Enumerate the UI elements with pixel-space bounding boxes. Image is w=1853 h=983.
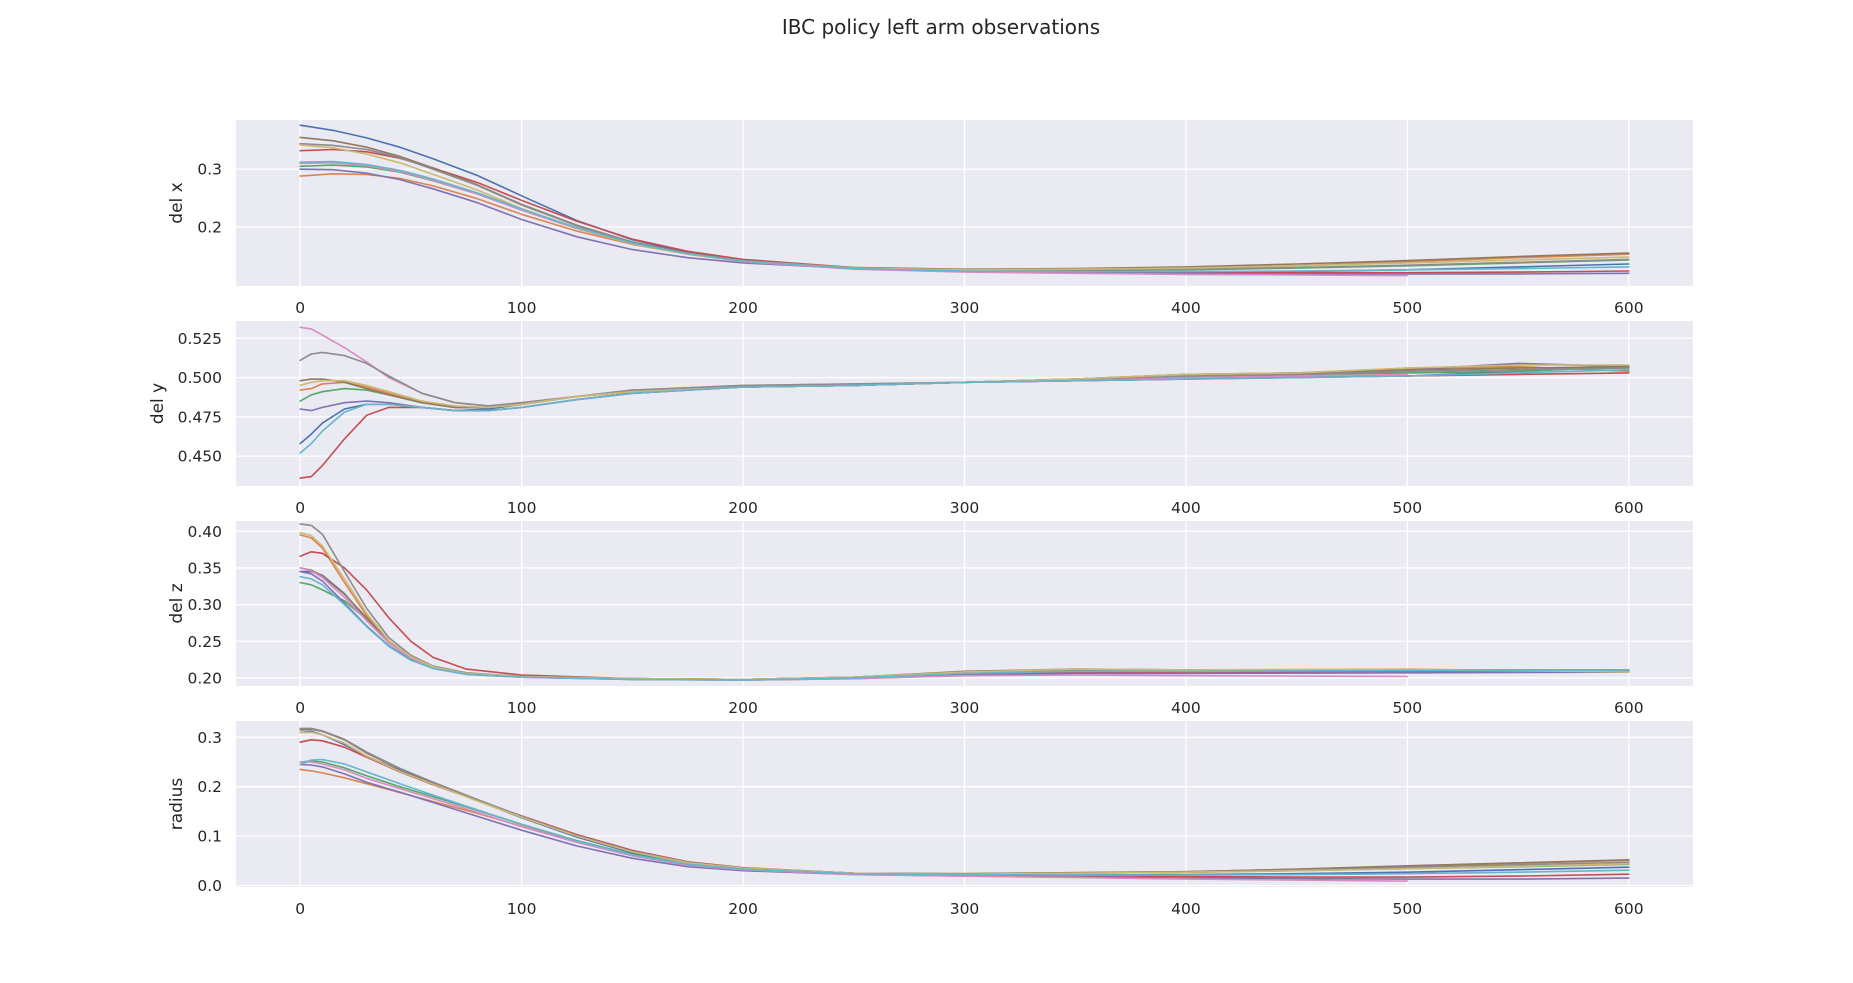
y-axis-label: del x	[167, 182, 187, 223]
y-tick-label: 0.3	[197, 729, 222, 747]
y-tick-label: 0.500	[178, 369, 222, 387]
series-line-9	[299, 364, 1630, 409]
subplot-4: 0 100 200 300 400 500 600 0.0 0.1 0.2 0.3 radius	[167, 721, 1693, 918]
subplot-2: 0 100 200 300 400 500 600 0.450 0.475 0.500 0.525 d…	[148, 321, 1693, 517]
y-tick-label: 0.525	[178, 330, 222, 348]
y-tick-label: 0.20	[187, 669, 222, 687]
x-tick-label: 0	[295, 699, 305, 717]
subplots: 0 100 200 300 400 500 600 0.2 0.3 del x 0 100 200 300…	[148, 120, 1693, 918]
series-line-4	[299, 739, 1630, 878]
series-line-5	[299, 763, 1630, 880]
y-tick-label: 0.2	[197, 778, 222, 796]
y-axis-label: del y	[148, 383, 168, 424]
series-line-5	[299, 168, 1630, 275]
x-tick-label: 0	[295, 499, 305, 517]
series-line-10	[299, 758, 1630, 876]
y-axis-label: del z	[167, 583, 187, 623]
x-tick-label: 600	[1614, 699, 1644, 717]
x-tick-label: 0	[295, 900, 305, 918]
series-lines	[299, 124, 1630, 277]
y-tick-label: 0.2	[197, 219, 222, 237]
series-line-10	[299, 160, 1630, 273]
y-tick-label: 0.475	[178, 408, 222, 426]
x-tick-label: 500	[1393, 900, 1423, 918]
x-tick-label: 200	[728, 900, 758, 918]
x-tick-label: 400	[1171, 699, 1201, 717]
x-tick-label: 500	[1393, 699, 1423, 717]
x-tick-label: 400	[1171, 900, 1201, 918]
x-tick-label: 100	[507, 900, 537, 918]
x-tick-label: 0	[295, 299, 305, 317]
y-tick-label: 0.25	[187, 633, 222, 651]
y-tick-label: 0.35	[187, 559, 222, 577]
subplot-1: 0 100 200 300 400 500 600 0.2 0.3 del x	[167, 120, 1693, 317]
y-axis-label: radius	[167, 778, 187, 831]
series-lines	[299, 727, 1630, 882]
x-tick-label: 100	[507, 499, 537, 517]
x-tick-label: 600	[1614, 499, 1644, 517]
y-tick-label: 0.450	[178, 448, 222, 466]
x-tick-label: 400	[1171, 499, 1201, 517]
x-tick-label: 300	[950, 900, 980, 918]
y-tick-label: 0.1	[197, 828, 222, 846]
series-line-10	[299, 575, 1630, 681]
x-tick-label: 400	[1171, 299, 1201, 317]
x-tick-label: 200	[728, 699, 758, 717]
series-line-7	[299, 761, 1409, 882]
x-tick-label: 100	[507, 699, 537, 717]
x-tick-label: 600	[1614, 900, 1644, 918]
x-tick-label: 200	[728, 499, 758, 517]
x-tick-label: 300	[950, 699, 980, 717]
series-line-10	[299, 368, 1630, 454]
x-tick-label: 200	[728, 299, 758, 317]
series-lines	[299, 326, 1630, 479]
y-tick-label: 0.30	[187, 596, 222, 614]
series-lines	[299, 523, 1630, 681]
y-tick-label: 0.3	[197, 161, 222, 179]
x-tick-label: 500	[1393, 499, 1423, 517]
x-tick-label: 100	[507, 299, 537, 317]
x-tick-label: 500	[1393, 299, 1423, 317]
x-tick-label: 600	[1614, 299, 1644, 317]
y-tick-label: 0.0	[197, 877, 222, 895]
figure-title: IBC policy left arm observations	[782, 15, 1100, 39]
subplot-3: 0 100 200 300 400 500 600 0.20 0.25 0.30 0.35 0.40 d…	[167, 521, 1693, 717]
x-tick-label: 300	[950, 299, 980, 317]
x-tick-label: 300	[950, 499, 980, 517]
series-line-9	[299, 731, 1630, 875]
y-tick-label: 0.40	[187, 523, 222, 541]
